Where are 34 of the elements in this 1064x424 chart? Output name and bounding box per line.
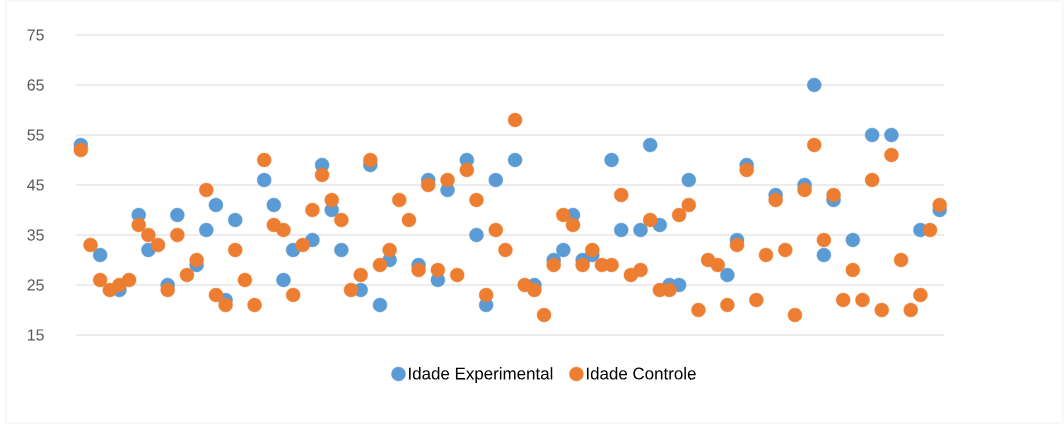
y-tick-label: 35 <box>27 229 44 241</box>
legend-label: Idade Experimental <box>409 367 553 383</box>
point <box>556 242 571 258</box>
point <box>681 172 696 188</box>
point <box>884 127 899 143</box>
point <box>488 172 503 188</box>
point <box>228 212 243 228</box>
y-tick-label: 75 <box>27 29 44 41</box>
point <box>199 222 214 238</box>
y-tick-label: 25 <box>27 279 44 291</box>
point <box>720 267 735 283</box>
y-tick-label: 15 <box>27 329 44 341</box>
point <box>864 127 880 143</box>
point <box>807 77 822 93</box>
y-tick-label: 65 <box>27 79 44 91</box>
point <box>845 232 861 248</box>
y-tick-label: 55 <box>27 129 44 141</box>
point <box>507 152 523 168</box>
point <box>372 297 388 313</box>
legend-label: Idade Controle <box>586 367 696 380</box>
point <box>816 247 832 263</box>
point <box>604 152 619 168</box>
point <box>642 137 658 153</box>
point <box>170 207 185 223</box>
point <box>276 272 291 288</box>
point <box>266 197 282 213</box>
point <box>92 247 108 263</box>
point <box>633 222 648 238</box>
point <box>614 222 629 238</box>
point <box>256 172 272 188</box>
point <box>469 227 484 243</box>
point <box>208 197 224 213</box>
point <box>334 242 349 258</box>
y-tick-label: 45 <box>27 179 44 191</box>
